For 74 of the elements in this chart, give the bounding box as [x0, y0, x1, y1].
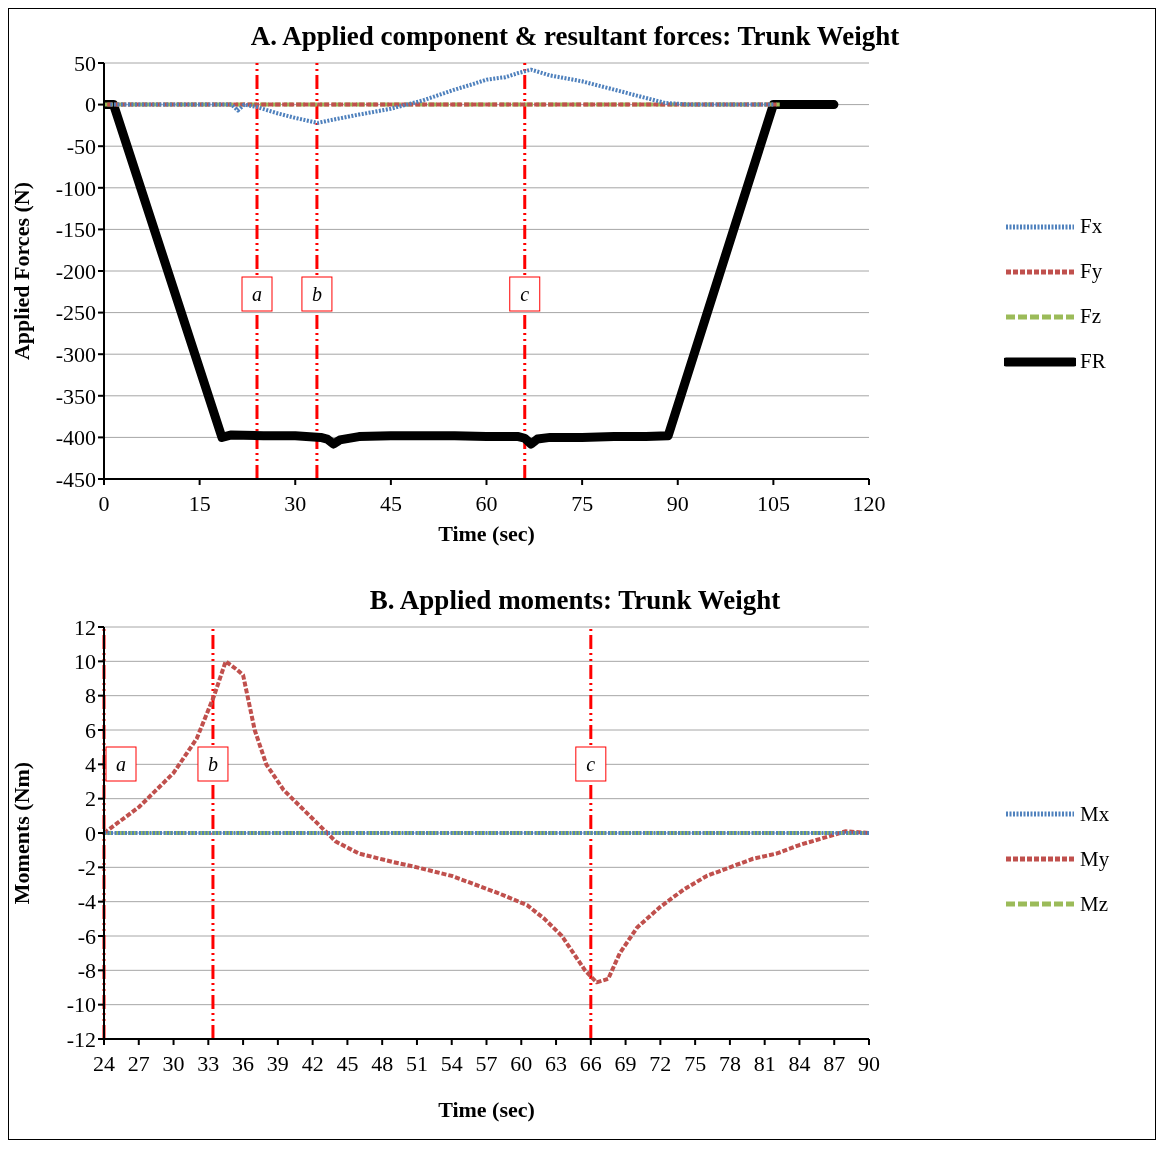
x-tick-label: 66	[579, 1050, 602, 1076]
x-tick-label: 15	[188, 490, 211, 516]
y-tick-label: 50	[74, 50, 96, 76]
x-tick-label: 60	[475, 490, 498, 516]
x-tick-label: 33	[197, 1050, 220, 1076]
ref-line-label: a	[116, 753, 126, 775]
x-tick-label: 51	[405, 1050, 428, 1076]
x-tick-label: 90	[666, 490, 689, 516]
x-tick-label: 75	[571, 490, 594, 516]
x-tick-label: 90	[858, 1050, 880, 1076]
x-tick-label: 120	[852, 490, 886, 516]
y-tick-label: -300	[55, 342, 96, 368]
x-tick-label: 45	[379, 490, 402, 516]
ref-line-label: c	[586, 753, 596, 775]
ref-line-label: c	[520, 283, 530, 305]
legend-label: Mx	[1080, 801, 1110, 827]
chart-title: A. Applied component & resultant forces: Trunk Weight	[249, 21, 901, 52]
y-axis-title: Moments (Nm)	[8, 761, 34, 905]
legend-label: Fy	[1080, 259, 1103, 284]
y-tick-label: -2	[77, 855, 96, 881]
x-axis-title: Time (sec)	[438, 521, 535, 546]
x-tick-label: 75	[684, 1050, 707, 1076]
x-tick-label: 72	[649, 1050, 672, 1076]
x-tick-label: 30	[162, 1050, 185, 1076]
y-tick-label: 6	[85, 717, 96, 743]
x-tick-label: 24	[93, 1050, 115, 1076]
y-tick-label: 0	[85, 820, 96, 846]
legend-label: Fz	[1080, 304, 1101, 329]
ref-line-label: a	[252, 283, 262, 305]
chart-title: B. Applied moments: Trunk Weight	[368, 585, 782, 616]
x-tick-label: 27	[127, 1050, 150, 1076]
y-tick-label: -50	[66, 134, 96, 160]
x-tick-label: 105	[756, 490, 790, 516]
x-tick-label: 30	[284, 490, 307, 516]
x-tick-label: 81	[753, 1050, 776, 1076]
x-tick-label: 45	[336, 1050, 359, 1076]
y-tick-label: 8	[85, 683, 96, 709]
y-tick-label: -10	[66, 992, 96, 1018]
legend-label: FR	[1080, 349, 1106, 374]
x-tick-label: 39	[266, 1050, 289, 1076]
y-tick-label: -200	[55, 258, 96, 284]
x-tick-label: 54	[440, 1050, 463, 1076]
y-tick-label: -150	[55, 217, 96, 243]
y-tick-label: -350	[55, 383, 96, 409]
x-tick-label: 63	[545, 1050, 568, 1076]
x-tick-label: 60	[510, 1050, 533, 1076]
x-tick-label: 42	[301, 1050, 324, 1076]
x-tick-label: 48	[371, 1050, 394, 1076]
y-tick-label: -6	[77, 923, 96, 949]
y-tick-label: -8	[77, 958, 96, 984]
x-axis-title: Time (sec)	[438, 1097, 535, 1122]
x-tick-label: 78	[718, 1050, 741, 1076]
ref-line-label: b	[207, 753, 218, 775]
y-tick-label: -450	[55, 466, 96, 492]
x-tick-label: 69	[614, 1050, 637, 1076]
x-tick-label: 57	[475, 1050, 498, 1076]
y-tick-label: -250	[55, 300, 96, 326]
y-tick-label: -4	[77, 889, 96, 915]
legend-label: Fx	[1080, 214, 1103, 239]
ref-line-label: b	[311, 283, 322, 305]
y-tick-label: -100	[55, 175, 96, 201]
legend-label: My	[1080, 846, 1110, 872]
y-tick-label: 2	[85, 786, 96, 812]
x-tick-label: 87	[823, 1050, 846, 1076]
y-tick-label: 0	[85, 92, 96, 118]
x-tick-label: 36	[232, 1050, 255, 1076]
y-tick-label: 4	[85, 752, 96, 778]
x-tick-label: 84	[788, 1050, 811, 1076]
y-tick-label: 12	[74, 614, 96, 640]
y-axis-title: Applied Forces (N)	[8, 181, 34, 361]
y-tick-label: 10	[74, 649, 96, 675]
y-tick-label: -400	[55, 425, 96, 451]
y-tick-label: -12	[66, 1026, 96, 1052]
legend-label: Mz	[1080, 891, 1108, 917]
